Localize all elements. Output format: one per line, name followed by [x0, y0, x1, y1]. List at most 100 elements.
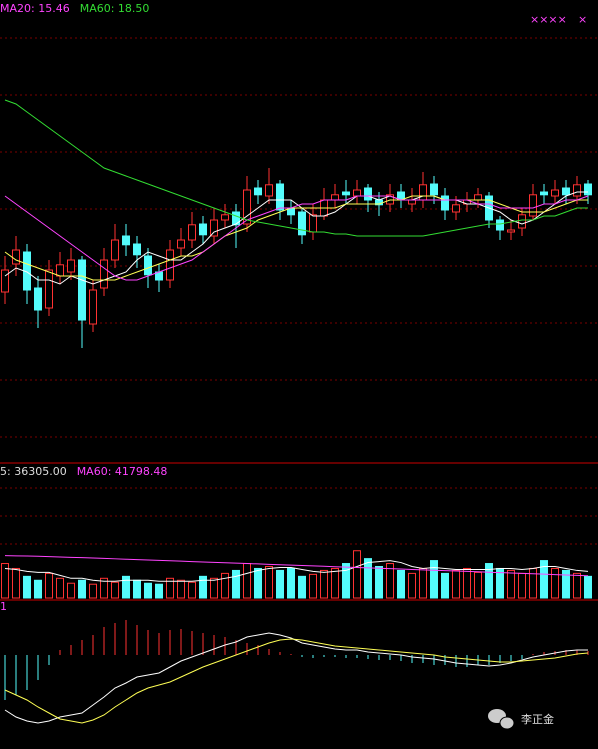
volume-bar	[375, 565, 383, 599]
marker: ××××	[530, 13, 567, 26]
volume-bar	[34, 579, 42, 599]
candle-body	[496, 219, 504, 231]
candle-body	[122, 235, 130, 246]
indicator-label: 5: 36305.00	[0, 465, 67, 478]
volume-bar	[452, 569, 460, 599]
candle-body	[353, 189, 361, 197]
indicator-line	[4, 195, 589, 281]
candle-body	[408, 199, 416, 205]
candle-body	[243, 189, 251, 225]
candle-body	[584, 183, 592, 196]
volume-bar	[485, 563, 493, 599]
candle-body	[100, 259, 108, 289]
volume-bar	[474, 571, 482, 599]
volume-bar	[111, 581, 119, 599]
candle-body	[111, 239, 119, 261]
watermark: 李正金	[521, 712, 554, 726]
candle-body	[419, 184, 427, 201]
volume-bar	[441, 572, 449, 599]
volume-bar	[100, 577, 108, 599]
candle-body	[529, 194, 537, 217]
volume-bar	[287, 567, 295, 599]
volume-bar	[243, 563, 251, 599]
candle-body	[67, 259, 75, 273]
volume-bar	[353, 550, 361, 599]
candle-body	[562, 187, 570, 196]
volume-bar	[12, 567, 20, 599]
volume-bar	[23, 575, 31, 599]
volume-bar	[309, 573, 317, 599]
volume-bar	[430, 560, 438, 599]
indicator-line	[4, 191, 588, 285]
volume-bar	[166, 577, 174, 599]
candle-body	[518, 214, 526, 229]
indicator-line	[4, 195, 588, 281]
candle-body	[298, 211, 306, 236]
volume-bar	[210, 577, 218, 599]
candle-body	[254, 187, 262, 196]
candle-body	[331, 194, 339, 201]
indicator-label: MA60: 41798.48	[77, 465, 168, 478]
candle-body	[276, 183, 284, 211]
volume-bar	[320, 569, 328, 599]
candle-body	[309, 214, 317, 233]
volume-bar	[265, 565, 273, 599]
volume-bar	[199, 575, 207, 599]
volume-bar	[89, 583, 97, 599]
candle-body	[133, 243, 141, 256]
volume-bar	[155, 583, 163, 599]
volume-bar	[551, 567, 559, 599]
candle-body	[386, 194, 394, 205]
candle-body	[144, 255, 152, 276]
volume-bar	[298, 575, 306, 599]
watermark-icon	[488, 709, 515, 730]
volume-bar	[386, 563, 394, 599]
indicator-line	[4, 99, 588, 237]
volume-bar	[331, 567, 339, 599]
indicator-label: MA60: 18.50	[80, 2, 150, 15]
volume-bar	[507, 569, 515, 599]
candle-body	[177, 239, 185, 249]
volume-bar	[67, 582, 75, 599]
candle-body	[78, 259, 86, 321]
volume-bar	[1, 563, 9, 599]
candle-body	[474, 194, 482, 201]
candle-body	[540, 191, 548, 196]
candle-body	[188, 224, 196, 241]
volume-bar	[584, 575, 592, 599]
volume-bar	[408, 572, 416, 599]
volume-bar	[562, 569, 570, 599]
candle-body	[45, 269, 53, 309]
volume-bar	[254, 567, 262, 599]
volume-bar	[573, 572, 581, 599]
candle-body	[342, 191, 350, 196]
volume-bar	[342, 563, 350, 599]
marker: ×	[578, 13, 587, 26]
candle-body	[89, 289, 97, 325]
candle-body	[573, 184, 581, 197]
volume-bar	[56, 577, 64, 599]
volume-bar	[188, 581, 196, 599]
candle-body	[232, 211, 240, 226]
volume-bar	[78, 579, 86, 599]
candle-body	[441, 195, 449, 211]
volume-bar	[45, 572, 53, 599]
volume-bar	[276, 569, 284, 599]
volume-bar	[397, 569, 405, 599]
candle-body	[507, 229, 515, 233]
indicator-line	[4, 560, 589, 582]
indicator-line	[4, 632, 588, 724]
volume-bar	[144, 582, 152, 599]
candle-body	[430, 183, 438, 196]
volume-bar	[133, 579, 141, 599]
volume-bar	[540, 560, 548, 599]
indicator-label: 1	[0, 600, 7, 613]
indicator-label: MA20: 15.46	[0, 2, 70, 15]
candle-body	[364, 187, 372, 201]
candle-body	[199, 223, 207, 236]
candle-body	[265, 184, 273, 197]
candle-body	[1, 269, 9, 293]
volume-bar	[463, 567, 471, 599]
candle-body	[56, 264, 64, 277]
